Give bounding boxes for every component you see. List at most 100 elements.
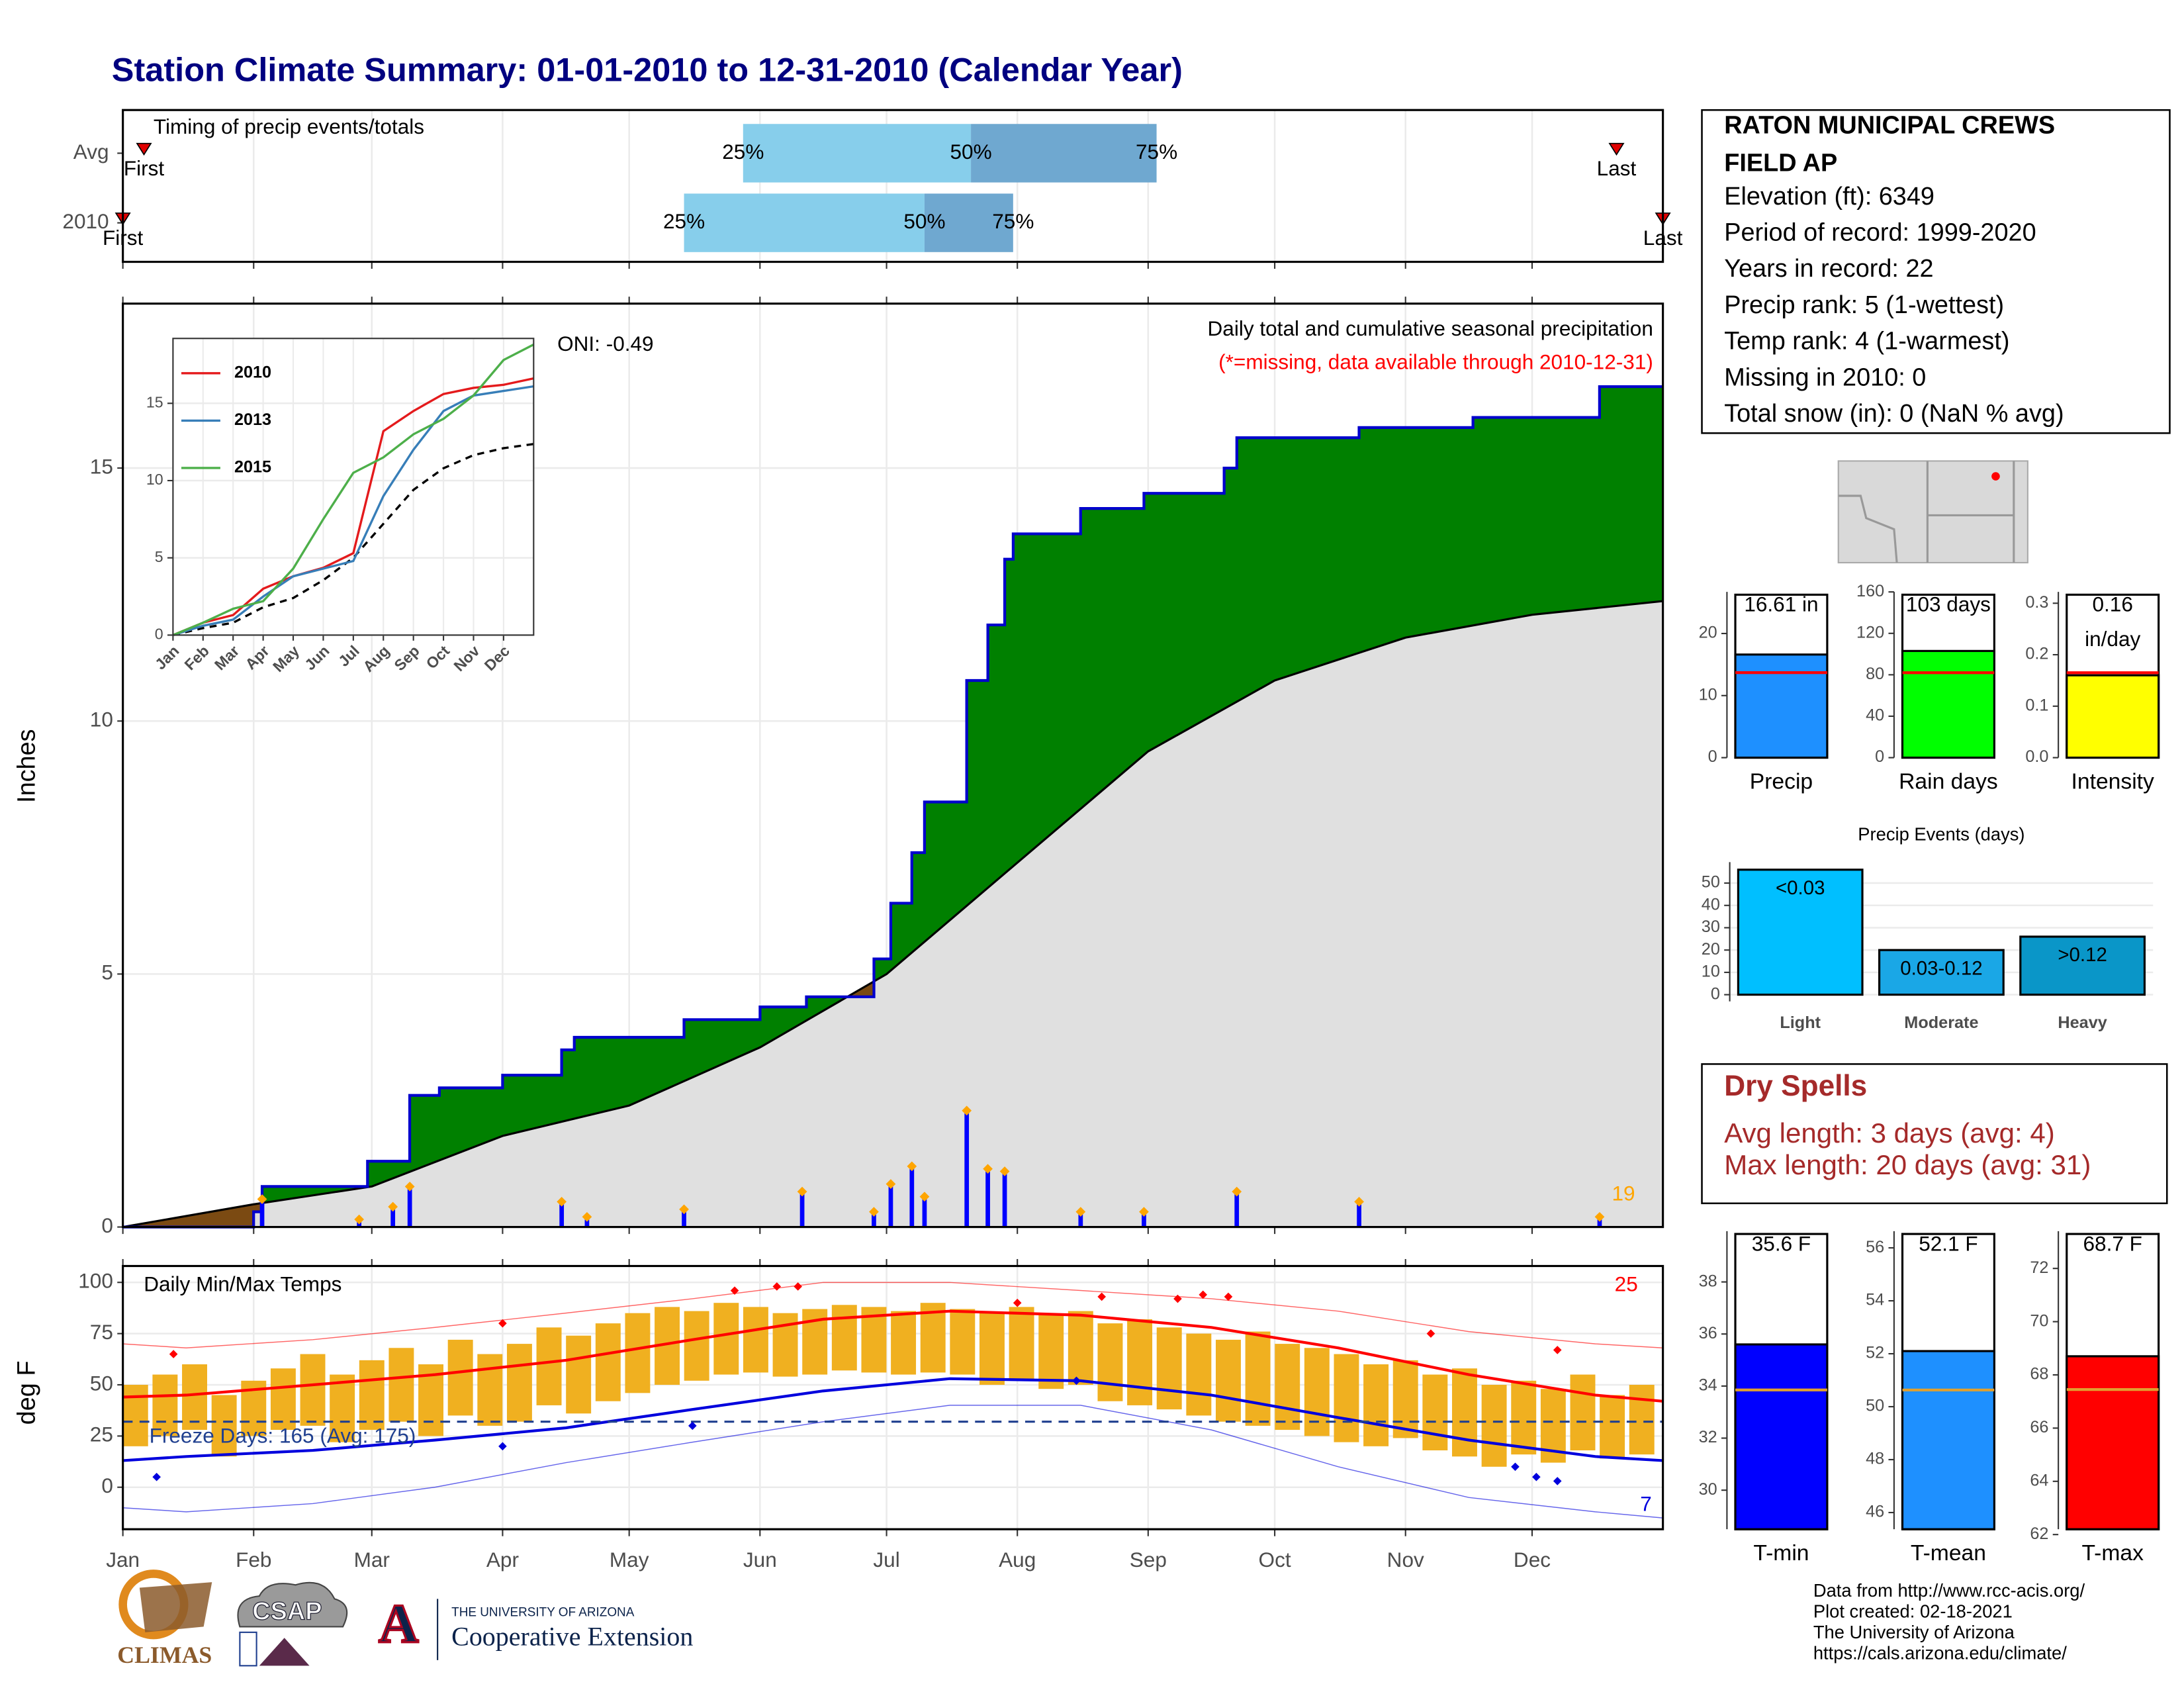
climas-logo-text: CLIMAS xyxy=(117,1642,212,1668)
locator-map xyxy=(1837,460,2028,564)
daily-precip-bar xyxy=(1597,1217,1602,1227)
temp-range-bar xyxy=(1600,1395,1625,1459)
count-label: 25 xyxy=(1615,1272,1638,1295)
value-label: 35.6 F xyxy=(1752,1231,1811,1255)
temp-range-bar xyxy=(684,1311,709,1381)
value-label: 68.7 F xyxy=(2083,1231,2142,1255)
y-tick-label: 70 xyxy=(2030,1311,2048,1330)
record-max-line xyxy=(122,1282,1663,1348)
temp-range-bar xyxy=(447,1339,473,1416)
y-tick-label: 50 xyxy=(1866,1397,1884,1415)
series-line xyxy=(172,377,534,636)
temp-range-bar xyxy=(182,1364,207,1430)
temp-range-bar xyxy=(388,1348,414,1422)
y-tick-label: 10 xyxy=(90,708,113,731)
temp-range-bar xyxy=(1216,1339,1241,1422)
daily-precip-bar xyxy=(682,1209,686,1227)
bar xyxy=(1901,649,1995,759)
x-tick-label: May xyxy=(610,1548,649,1571)
footer-line: Plot created: 02-18-2021 xyxy=(1813,1601,2013,1622)
temp-range-bar xyxy=(1570,1374,1596,1451)
temp-range-bar xyxy=(625,1313,651,1393)
temp-range-bar xyxy=(891,1311,917,1375)
value-label: in/day xyxy=(2085,627,2140,651)
x-tick-label: Jul xyxy=(873,1548,899,1571)
y-tick-label: 38 xyxy=(1699,1272,1717,1290)
quartile-label: 75% xyxy=(992,209,1034,233)
quartile-bar xyxy=(684,193,925,252)
page-title: Station Climate Summary: 01-01-2010 to 1… xyxy=(112,51,1183,89)
record-marker xyxy=(1013,1298,1022,1307)
inset-frame xyxy=(172,338,535,636)
category-label: Intensity xyxy=(2071,769,2155,794)
x-tick-label: Heavy xyxy=(2058,1013,2107,1032)
quartile-label: 75% xyxy=(1136,140,1177,164)
y-tick-label: 0 xyxy=(101,1474,113,1497)
quartile-label: 50% xyxy=(903,209,945,233)
daily-precip-marker xyxy=(983,1164,993,1174)
panel-title: Timing of precip events/totals xyxy=(154,115,424,138)
quartile-label: 25% xyxy=(722,140,764,164)
temp-range-bar xyxy=(330,1374,355,1442)
y-tick-label: 0 xyxy=(155,626,163,643)
bar xyxy=(2066,674,2160,759)
bar xyxy=(1734,653,1829,759)
event-label: First xyxy=(124,156,165,180)
y-tick-label: 30 xyxy=(1702,917,1720,936)
value-label: 103 days xyxy=(1906,592,1991,616)
x-tick-label: Dec xyxy=(1514,1548,1551,1571)
y-tick-label: 62 xyxy=(2030,1524,2048,1543)
y-tick-label: 0.0 xyxy=(2025,747,2048,766)
y-tick-label: 75 xyxy=(90,1320,113,1344)
normal-max-line xyxy=(122,1309,1663,1403)
average-line xyxy=(122,600,1663,1229)
dry-spells-title: Dry Spells xyxy=(1724,1070,1867,1102)
y-tick-label: 50 xyxy=(90,1371,113,1395)
daily-precip-bar xyxy=(1357,1201,1361,1227)
x-tick-label: Moderate xyxy=(1904,1013,1978,1032)
category-label: Rain days xyxy=(1899,769,1998,794)
climas-logo-shape xyxy=(139,1582,212,1632)
logos: CLIMAS CSAP A THE UNIVERSITY OF ARIZONA … xyxy=(117,1570,693,1668)
temp-range-bar xyxy=(1452,1368,1477,1457)
daily-precip-bar xyxy=(909,1166,915,1227)
panel-frame xyxy=(122,1264,1664,1530)
y-tick-label: 0.1 xyxy=(2025,696,2048,714)
panel-title: Precip Events (days) xyxy=(1858,824,2025,845)
daily-precip-bar xyxy=(922,1196,927,1227)
temp-range-bar xyxy=(566,1335,592,1414)
footer-line: Data from http://www.rcc-acis.org/ xyxy=(1813,1580,2085,1601)
temp-range-bar xyxy=(831,1305,857,1371)
record-marker xyxy=(1097,1292,1107,1301)
category-label: Precip xyxy=(1750,769,1813,794)
station-name: FIELD AP xyxy=(1724,149,1837,177)
station-location xyxy=(1991,472,2000,481)
csap-logo-cloud xyxy=(237,1581,348,1628)
event-marker xyxy=(1608,142,1625,156)
temp-range-bar xyxy=(1392,1360,1418,1438)
quartile-bar xyxy=(924,193,1013,252)
x-tick-label: Feb xyxy=(236,1548,271,1571)
y-tick-label: 5 xyxy=(101,961,113,984)
record-marker xyxy=(794,1282,803,1291)
y-tick-label: 20 xyxy=(1699,624,1717,642)
y-tick-label: 46 xyxy=(1866,1503,1884,1521)
y-tick-label: 5 xyxy=(155,548,163,565)
daily-precip-marker xyxy=(919,1192,930,1202)
footer-line: The University of Arizona xyxy=(1813,1622,2015,1642)
legend-label: 2013 xyxy=(234,410,271,429)
y-tick-label: 32 xyxy=(1699,1428,1717,1446)
daily-precip-marker xyxy=(1594,1211,1605,1222)
csap-logo-mountain xyxy=(259,1638,310,1666)
csap-logo-text: CSAP xyxy=(252,1597,322,1625)
normal-min-line xyxy=(122,1377,1663,1462)
record-marker xyxy=(1532,1472,1541,1481)
station-info: Temp rank: 4 (1-warmest) xyxy=(1724,328,2009,355)
temp-range-bar xyxy=(122,1384,148,1446)
bar xyxy=(1901,1350,1995,1530)
daily-precip-marker xyxy=(557,1197,567,1207)
y-tick-label: 54 xyxy=(1866,1291,1884,1309)
daily-precip-bar xyxy=(584,1217,590,1227)
row-label: 2010 xyxy=(62,209,109,233)
quartile-label: 50% xyxy=(950,140,992,164)
